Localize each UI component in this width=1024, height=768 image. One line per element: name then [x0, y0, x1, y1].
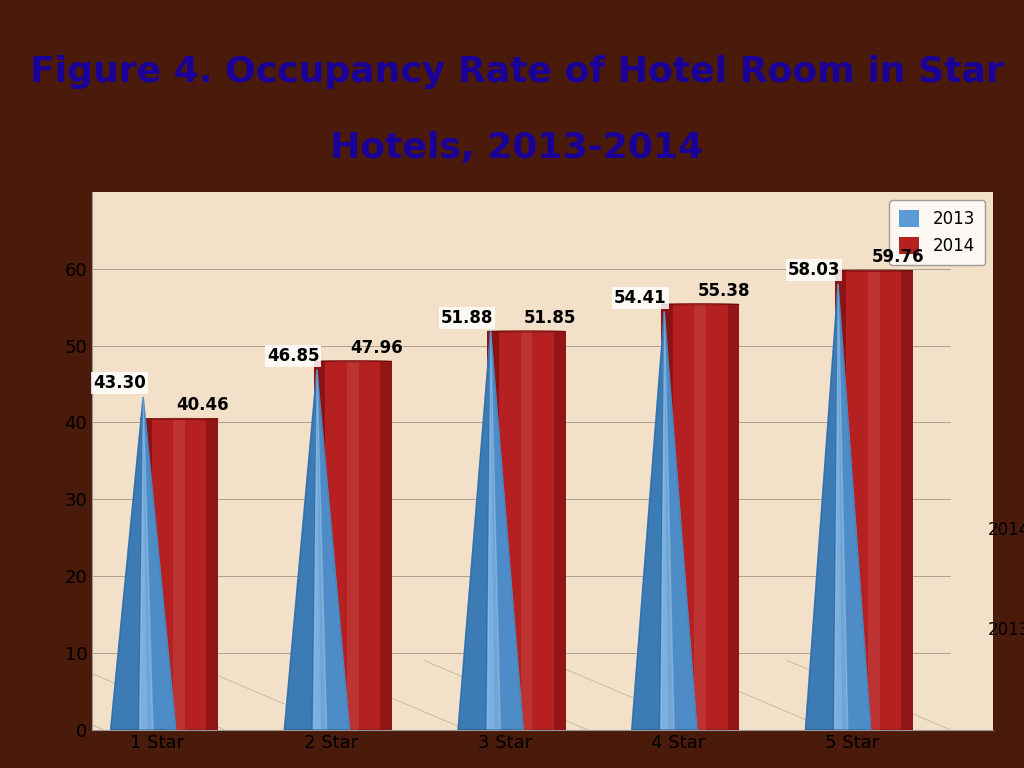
Polygon shape	[458, 331, 490, 730]
Text: 51.85: 51.85	[524, 309, 577, 327]
Bar	[173, 419, 185, 730]
Ellipse shape	[632, 729, 697, 730]
Ellipse shape	[111, 729, 176, 730]
Text: 46.85: 46.85	[267, 347, 319, 366]
Polygon shape	[838, 284, 870, 730]
Polygon shape	[665, 312, 697, 730]
Bar	[487, 332, 565, 730]
Text: Figure 4. Occupancy Rate of Hotel Room in Star: Figure 4. Occupancy Rate of Hotel Room i…	[30, 55, 1005, 89]
Bar	[868, 270, 880, 730]
Text: 2014: 2014	[988, 521, 1024, 539]
Ellipse shape	[487, 729, 565, 730]
Ellipse shape	[458, 729, 523, 730]
Bar	[901, 270, 913, 730]
Ellipse shape	[487, 331, 565, 332]
Polygon shape	[487, 331, 501, 730]
Bar	[207, 419, 218, 730]
Ellipse shape	[285, 729, 349, 730]
Bar	[662, 304, 739, 730]
Polygon shape	[806, 284, 870, 730]
Polygon shape	[111, 397, 143, 730]
Polygon shape	[632, 312, 697, 730]
Text: 2013: 2013	[988, 621, 1024, 639]
Ellipse shape	[662, 729, 739, 730]
Bar	[520, 332, 532, 730]
Polygon shape	[835, 284, 848, 730]
Polygon shape	[316, 370, 349, 730]
Bar	[727, 304, 739, 730]
Polygon shape	[111, 397, 176, 730]
Bar	[662, 304, 673, 730]
Bar	[835, 270, 847, 730]
Polygon shape	[140, 397, 153, 730]
Text: 47.96: 47.96	[350, 339, 403, 356]
Bar	[347, 361, 358, 730]
Bar	[140, 419, 152, 730]
Bar	[835, 270, 913, 730]
Text: 59.76: 59.76	[871, 248, 924, 266]
Text: 58.03: 58.03	[787, 261, 841, 280]
Polygon shape	[662, 312, 674, 730]
Bar	[313, 361, 392, 730]
Polygon shape	[632, 312, 665, 730]
Ellipse shape	[313, 361, 392, 362]
Legend: 2013, 2014: 2013, 2014	[889, 200, 985, 265]
Polygon shape	[313, 370, 327, 730]
Text: 43.30: 43.30	[93, 375, 145, 392]
Ellipse shape	[662, 303, 739, 305]
Polygon shape	[458, 331, 523, 730]
Ellipse shape	[835, 729, 913, 730]
Polygon shape	[285, 370, 349, 730]
Text: Hotels, 2013-2014: Hotels, 2013-2014	[331, 131, 703, 164]
Bar	[380, 361, 392, 730]
Ellipse shape	[313, 729, 392, 730]
Bar	[694, 304, 706, 730]
Ellipse shape	[835, 270, 913, 271]
Bar	[487, 332, 499, 730]
Text: 54.41: 54.41	[614, 289, 667, 307]
Bar	[140, 419, 218, 730]
Bar	[313, 361, 326, 730]
Polygon shape	[285, 370, 316, 730]
Bar	[554, 332, 565, 730]
Polygon shape	[806, 284, 838, 730]
Text: 55.38: 55.38	[697, 282, 751, 300]
Polygon shape	[143, 397, 176, 730]
Polygon shape	[490, 331, 523, 730]
Ellipse shape	[806, 729, 870, 730]
Text: 40.46: 40.46	[176, 396, 229, 414]
Text: 51.88: 51.88	[440, 309, 493, 326]
Ellipse shape	[140, 729, 218, 730]
